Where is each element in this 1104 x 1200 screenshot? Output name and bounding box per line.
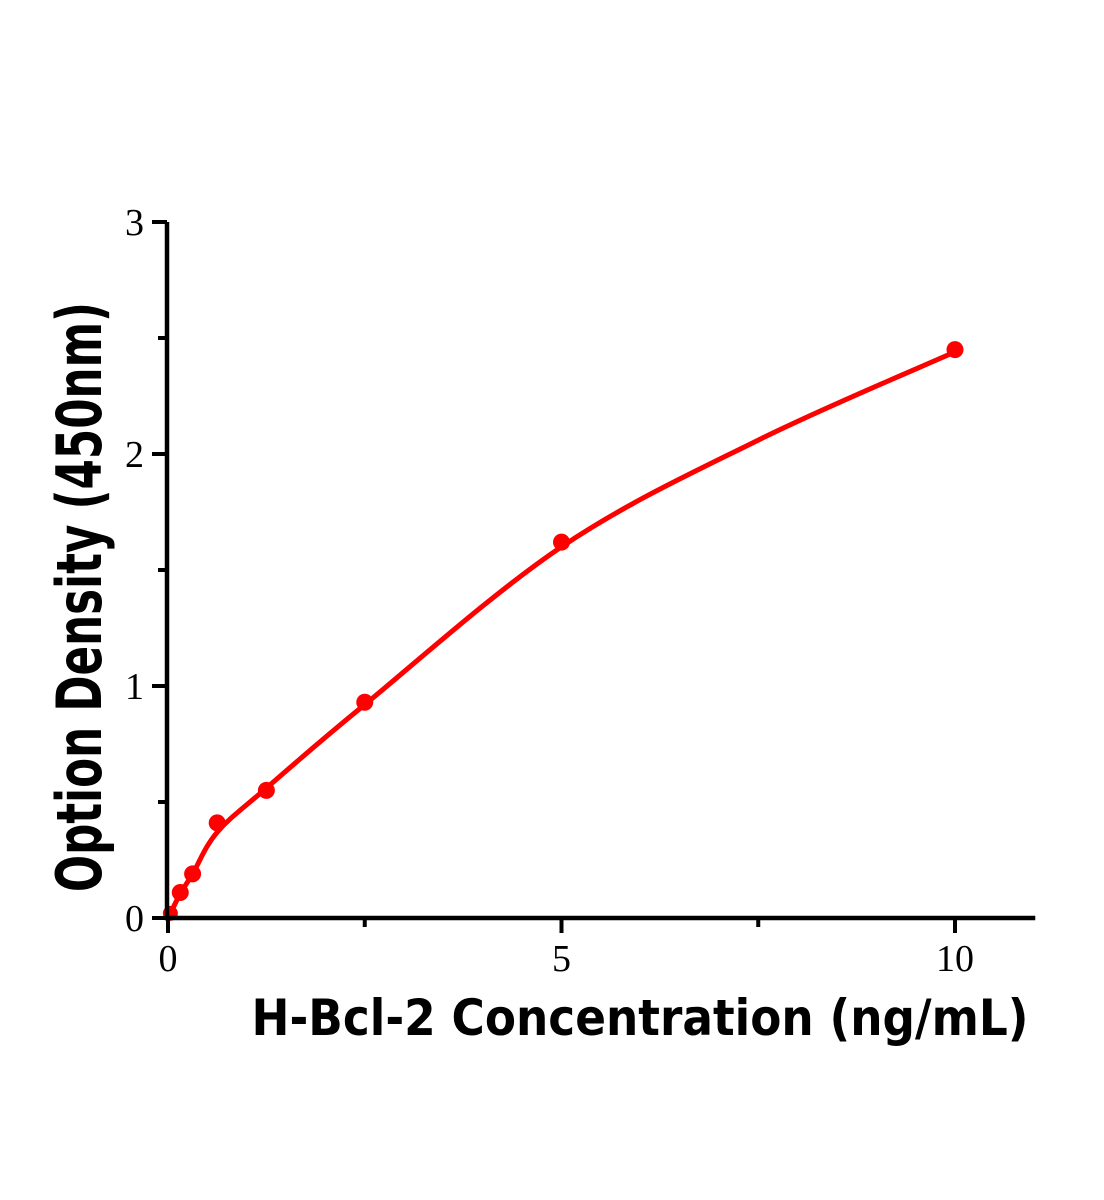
x-axis-title: H-Bcl-2 Concentration (ng/mL) xyxy=(252,989,1029,1047)
y-tick-label: 2 xyxy=(125,434,144,476)
fit-curve xyxy=(167,349,958,916)
data-point xyxy=(946,341,964,359)
data-point xyxy=(356,693,374,711)
y-tick-label: 3 xyxy=(125,202,144,244)
plot-area: 0 1 2 3 0 5 10 xyxy=(125,202,1036,980)
x-tick-label: 5 xyxy=(552,938,571,980)
y-axis-title: Option Density (450nm) xyxy=(43,302,116,892)
data-point xyxy=(184,865,202,883)
data-point xyxy=(553,533,570,551)
x-tick-label: 0 xyxy=(159,938,178,980)
y-tick-label: 1 xyxy=(125,666,144,708)
data-point xyxy=(171,883,189,901)
x-tick-label: 10 xyxy=(936,938,974,980)
y-tick-label: 0 xyxy=(125,898,144,940)
data-point xyxy=(208,814,226,832)
data-point xyxy=(257,781,275,799)
